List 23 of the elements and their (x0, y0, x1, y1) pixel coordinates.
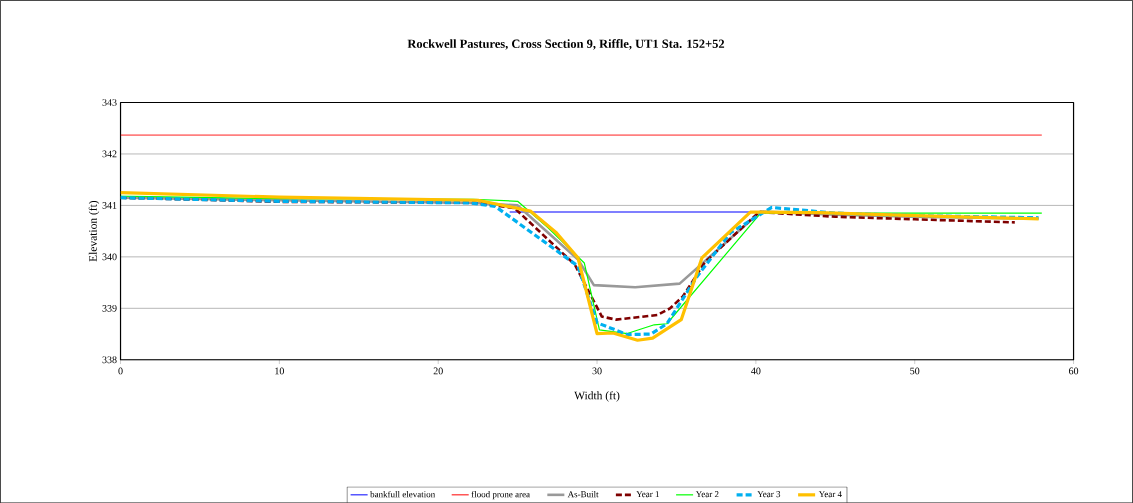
y-axis-title: Elevation (ft) (88, 200, 100, 262)
legend-label: flood prone area (471, 490, 530, 500)
x-tick-label: 20 (433, 367, 443, 375)
y-tick-label: 339 (102, 304, 117, 312)
y-tick-label: 338 (102, 356, 117, 363)
y-tick-label: 343 (102, 99, 117, 106)
x-tick-label: 40 (751, 367, 761, 375)
x-tick-label: 0 (118, 367, 123, 375)
x-axis-title: Width (ft) (574, 390, 620, 402)
x-tick-label: 50 (910, 367, 920, 375)
legend-label: Year 3 (757, 490, 781, 497)
y-tick-label: 341 (102, 201, 117, 209)
x-tick-label: 10 (275, 367, 284, 375)
legend-label: Year 2 (695, 490, 719, 497)
legend-label: Year 1 (636, 490, 659, 497)
x-tick-label: 60 (1068, 367, 1079, 375)
legend-label: bankfull elevation (370, 490, 436, 498)
y-tick-label: 342 (102, 150, 117, 158)
chart-title: Rockwell Pastures, Cross Section 9, Riffle, UT1 Sta. 152+52 (407, 38, 725, 50)
legend-label: Year 4 (818, 490, 842, 497)
y-tick-label: 340 (102, 253, 117, 261)
x-tick-label: 30 (592, 367, 602, 375)
legend-label: As-Built (567, 490, 599, 498)
